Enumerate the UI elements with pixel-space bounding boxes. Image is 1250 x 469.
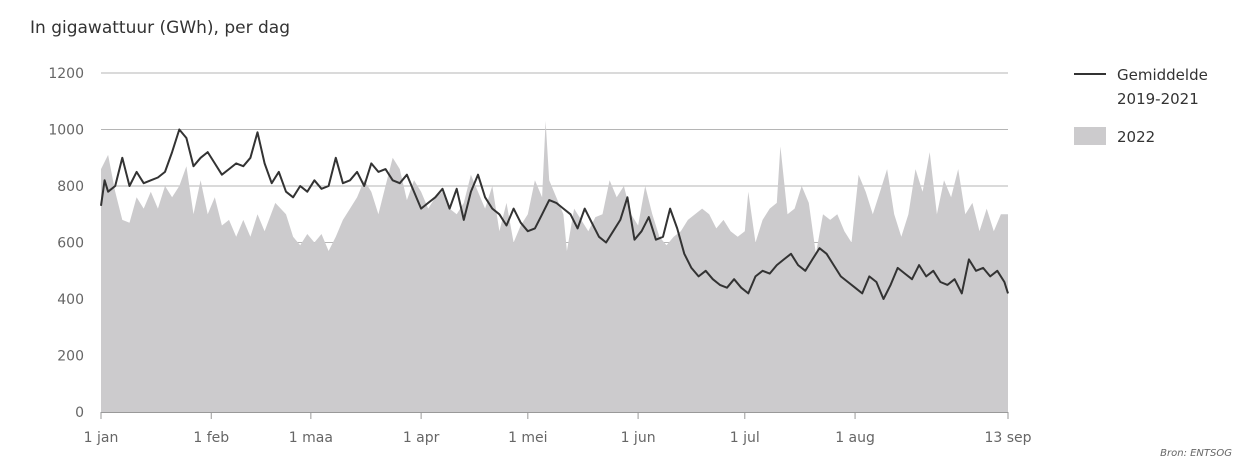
x-tick-label: 1 feb [193,430,229,446]
chart-title: In gigawattuur (GWh), per dag [30,18,290,38]
legend-line-label-1: Gemiddelde [1117,66,1208,84]
x-tick-label: 1 mei [508,430,548,446]
source-note: Bron: ENTSOG [1160,448,1232,459]
x-tick-label: 1 jan [84,430,119,446]
series-2022-area-layer [101,121,1008,412]
y-tick-label: 1200 [48,66,84,82]
y-axis-ticks: 0 200 400 600 800 1000 1200 [48,66,84,421]
x-tick-label: 1 aug [835,430,875,446]
y-tick-label: 800 [57,179,84,195]
x-axis-ticks: 1 jan 1 feb 1 maa 1 apr 1 mei 1 jun 1 jul 1 aug… [84,412,1032,446]
legend-area-label: 2022 [1117,128,1155,146]
x-tick-label: 1 jul [730,430,760,446]
y-tick-label: 400 [57,292,84,308]
x-tick-label: 13 sep [984,430,1031,446]
series-area-2022 [101,121,1008,412]
series-line-average [100,128,1009,300]
y-tick-label: 1000 [48,123,84,139]
x-tick-label: 1 apr [403,430,440,446]
x-tick-label: 1 jun [621,430,656,446]
x-tick-label: 1 maa [289,430,333,446]
y-tick-label: 0 [75,405,84,421]
legend-line-label-2: 2019-2021 [1117,90,1199,108]
legend: Gemiddelde 2019-2021 2022 [1074,66,1208,146]
series-average-line-layer [100,128,1009,300]
legend-area-swatch [1074,127,1106,145]
y-tick-label: 200 [57,349,84,365]
y-tick-label: 600 [57,236,84,252]
